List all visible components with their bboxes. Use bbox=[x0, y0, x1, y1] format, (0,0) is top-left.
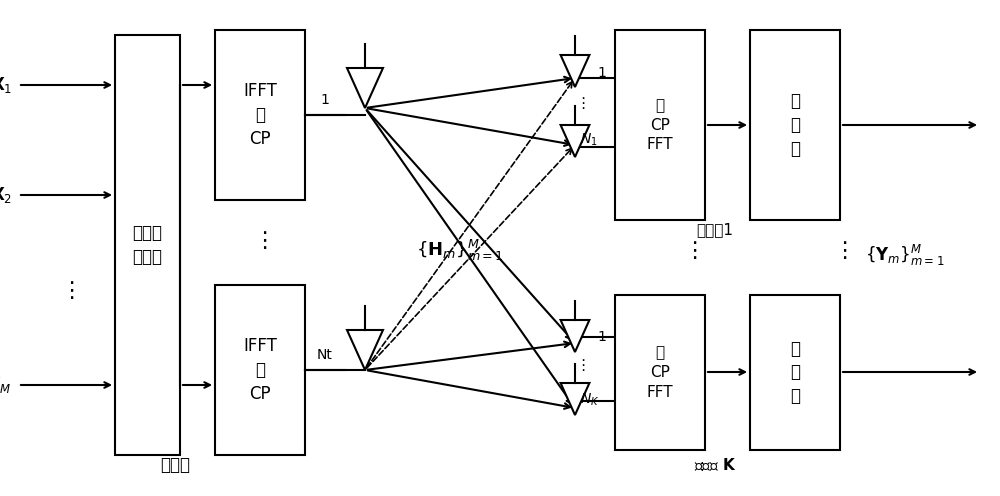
Text: $\vdots$: $\vdots$ bbox=[683, 239, 697, 261]
Text: 接收机1: 接收机1 bbox=[696, 223, 734, 238]
Text: $\vdots$: $\vdots$ bbox=[575, 95, 585, 111]
Text: $\mathbf{X}_2$: $\mathbf{X}_2$ bbox=[0, 185, 12, 205]
Text: $\vdots$: $\vdots$ bbox=[575, 357, 585, 373]
Text: $\vdots$: $\vdots$ bbox=[60, 279, 74, 301]
Polygon shape bbox=[561, 55, 589, 87]
FancyBboxPatch shape bbox=[215, 285, 305, 455]
Text: $\{\mathbf{Y}_m\}_{m=1}^{M}$: $\{\mathbf{Y}_m\}_{m=1}^{M}$ bbox=[865, 243, 945, 267]
Text: 去
CP
FFT: 去 CP FFT bbox=[647, 98, 673, 152]
FancyBboxPatch shape bbox=[750, 30, 840, 220]
Text: $N_1$: $N_1$ bbox=[580, 132, 598, 148]
Polygon shape bbox=[561, 383, 589, 415]
Text: 后
处
理: 后 处 理 bbox=[790, 340, 800, 405]
Polygon shape bbox=[561, 320, 589, 352]
Polygon shape bbox=[561, 125, 589, 157]
Text: $\mathbf{X}_M$: $\mathbf{X}_M$ bbox=[0, 375, 12, 395]
FancyBboxPatch shape bbox=[750, 295, 840, 450]
Text: 1: 1 bbox=[597, 330, 606, 344]
Text: 发射端
预处理: 发射端 预处理 bbox=[132, 224, 162, 266]
Text: $\mathbf{X}_1$: $\mathbf{X}_1$ bbox=[0, 75, 12, 95]
Text: 后
处
理: 后 处 理 bbox=[790, 92, 800, 158]
Polygon shape bbox=[347, 68, 383, 108]
Polygon shape bbox=[347, 330, 383, 370]
FancyBboxPatch shape bbox=[615, 295, 705, 450]
FancyBboxPatch shape bbox=[615, 30, 705, 220]
Text: $N_K$: $N_K$ bbox=[580, 392, 599, 408]
Text: 发射机: 发射机 bbox=[160, 456, 190, 474]
FancyBboxPatch shape bbox=[215, 30, 305, 200]
Text: $\{\mathbf{H}_m\}_{m=1}^{M}$: $\{\mathbf{H}_m\}_{m=1}^{M}$ bbox=[416, 238, 504, 262]
Text: 1: 1 bbox=[597, 66, 606, 80]
Text: $\vdots$: $\vdots$ bbox=[833, 239, 847, 261]
Text: Nt: Nt bbox=[317, 348, 333, 362]
Text: $\vdots$: $\vdots$ bbox=[253, 229, 267, 251]
Text: 1: 1 bbox=[321, 93, 329, 107]
Text: IFFT
加
CP: IFFT 加 CP bbox=[243, 337, 277, 403]
FancyBboxPatch shape bbox=[115, 35, 180, 455]
Text: 接收机 $\mathbf{K}$: 接收机 $\mathbf{K}$ bbox=[694, 457, 736, 473]
Text: IFFT
加
CP: IFFT 加 CP bbox=[243, 82, 277, 148]
Text: 去
CP
FFT: 去 CP FFT bbox=[647, 345, 673, 400]
